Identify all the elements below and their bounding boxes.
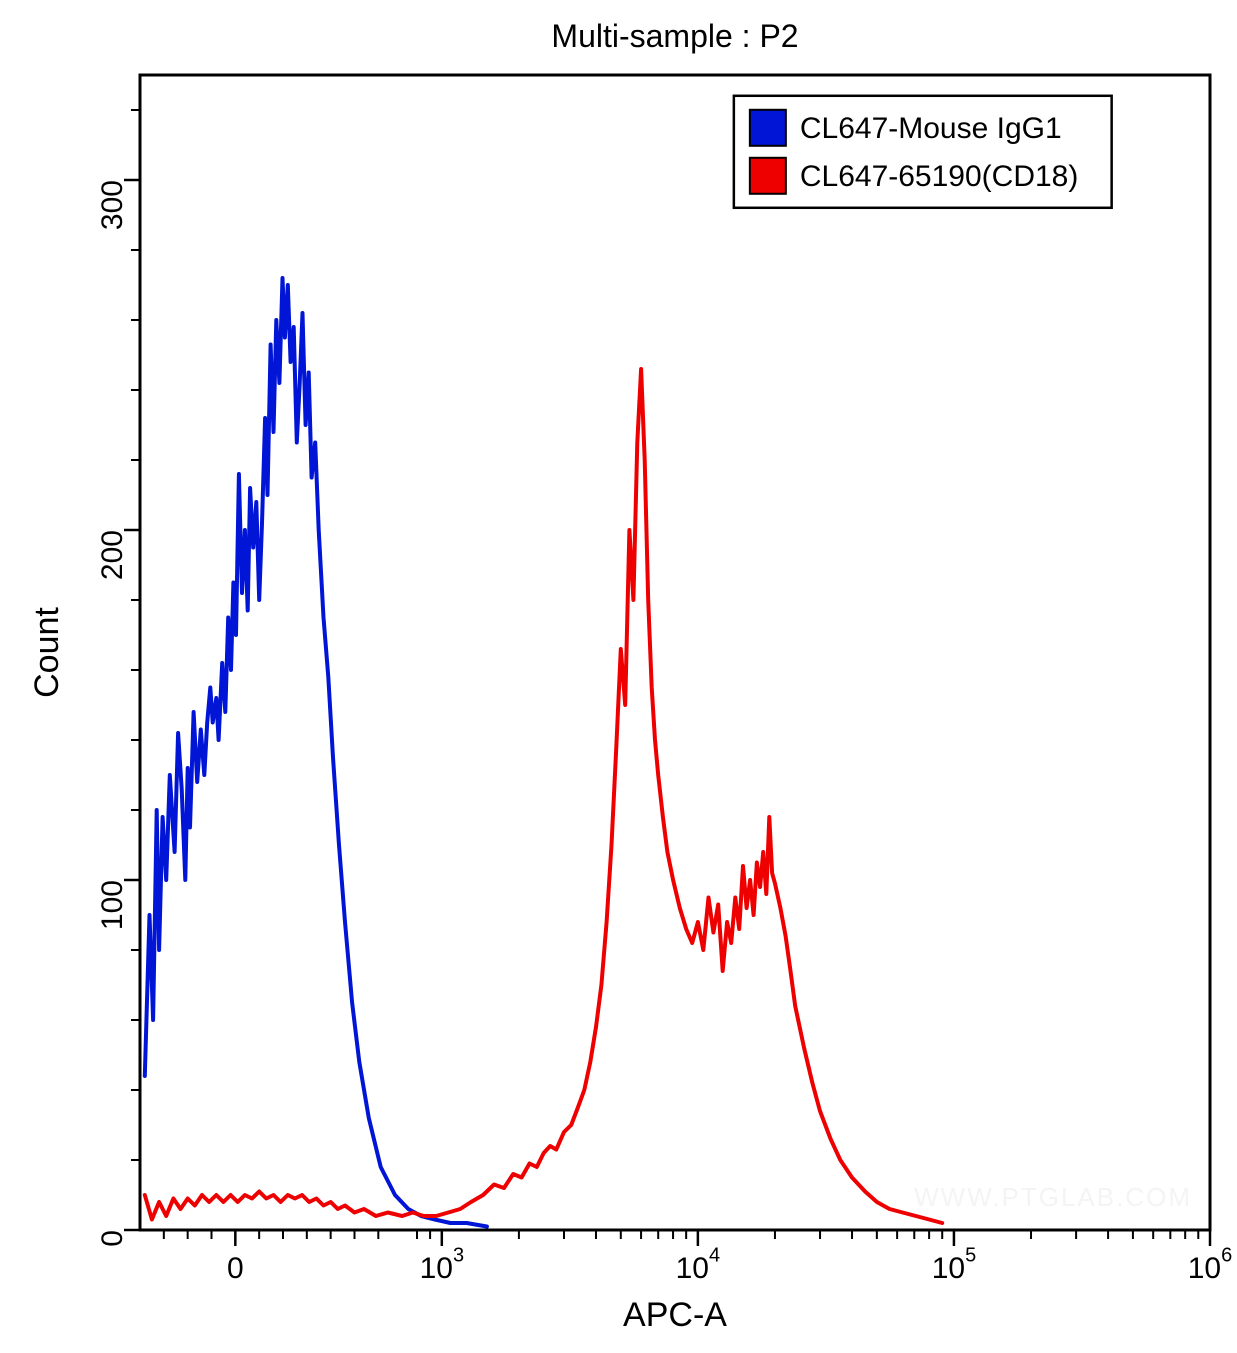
chart-svg: Multi-sample : P20100200300Count01031041… [0, 0, 1237, 1353]
legend-label: CL647-Mouse IgG1 [800, 112, 1062, 145]
y-tick-label: 200 [96, 530, 129, 580]
y-tick-label: 300 [96, 180, 129, 230]
y-axis-label: Count [28, 607, 66, 698]
y-tick-label: 100 [96, 880, 129, 930]
y-tick-label: 0 [96, 1230, 129, 1247]
flow-cytometry-histogram: Multi-sample : P20100200300Count01031041… [0, 0, 1237, 1353]
x-tick-label: 0 [227, 1252, 244, 1285]
chart-title: Multi-sample : P2 [551, 18, 798, 54]
legend-swatch [750, 158, 786, 194]
legend-swatch [750, 110, 786, 146]
watermark: WWW.PTGLAB.COM [914, 1182, 1192, 1212]
legend-label: CL647-65190(CD18) [800, 160, 1079, 193]
legend: CL647-Mouse IgG1 CL647-65190(CD18) [734, 96, 1112, 208]
x-axis-label: APC-A [623, 1296, 727, 1334]
